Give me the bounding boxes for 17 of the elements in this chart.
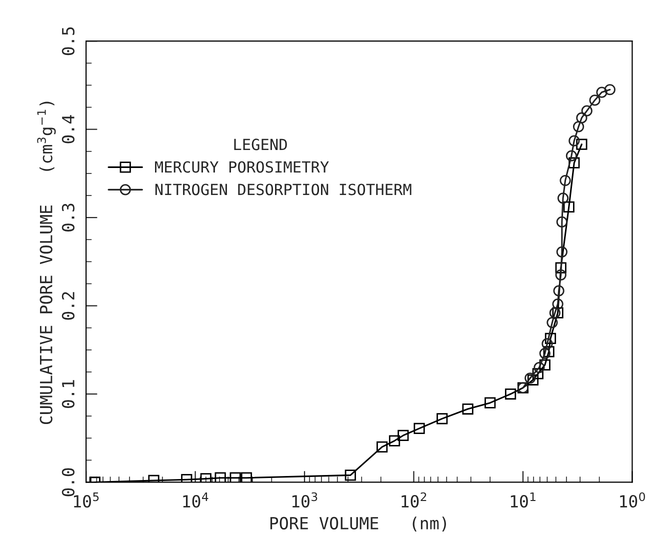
legend-label: MERCURY POROSIMETRY — [155, 161, 329, 173]
y-tick-label: 0.1 — [62, 380, 74, 408]
x-tick-label: 10$^{5}$ — [74, 492, 99, 508]
legend-title: LEGEND — [234, 138, 287, 150]
y-tick-label: 0.2 — [62, 292, 74, 320]
legend-label: NITROGEN DESORPTION ISOTHERM — [155, 184, 412, 196]
x-tick-label: 10$^{2}$ — [402, 492, 426, 508]
y-tick-label: 0.3 — [62, 204, 74, 232]
y-axis-title: CUMULATIVE PORE VOLUME (cm$^{3}$g$^{−1}$) — [37, 102, 56, 424]
x-axis-title: PORE VOLUME (nm) — [270, 516, 446, 532]
x-tick-label: 10$^{1}$ — [510, 492, 536, 508]
x-tick-label: 10$^{4}$ — [183, 492, 208, 508]
x-tick-label: 10$^{3}$ — [292, 492, 318, 508]
y-tick-label: 0.5 — [62, 27, 74, 56]
x-tick-label: 10$^{0}$ — [620, 492, 646, 508]
y-tick-label: 0.0 — [62, 468, 74, 496]
y-tick-label: 0.4 — [62, 115, 74, 144]
